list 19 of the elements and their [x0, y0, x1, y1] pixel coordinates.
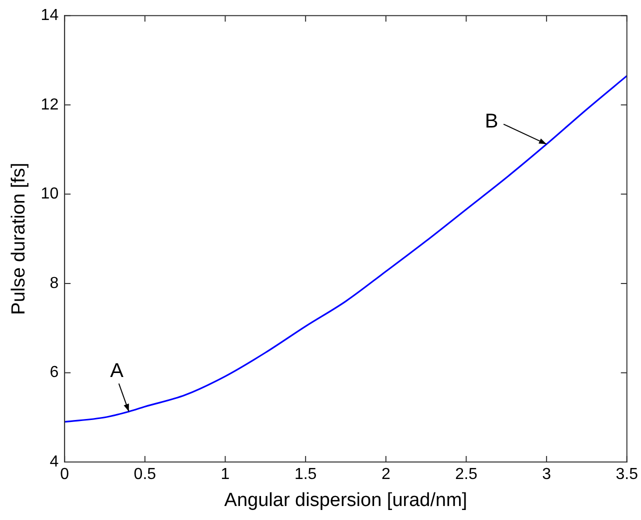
y-tick-label: 14: [40, 7, 59, 24]
x-tick-label: 1.5: [294, 466, 317, 484]
line-series: [64, 75, 627, 423]
x-axis-title: Angular dispersion [urad/nm]: [224, 490, 468, 511]
x-tick-label: 2: [381, 466, 390, 484]
x-tick-label: 2.5: [455, 466, 478, 484]
annotation: B: [484, 110, 498, 133]
y-tick-label: 6: [50, 364, 59, 382]
y-tick-label: 12: [40, 96, 59, 114]
x-tick-label: 3.5: [616, 466, 638, 484]
x-tick-label: 3: [542, 466, 552, 484]
y-tick-label: 8: [50, 274, 59, 292]
x-tick-label: 1: [220, 466, 230, 484]
y-tick-label: 4: [50, 453, 59, 470]
y-axis-title: Pulse duration [fs]: [8, 162, 30, 315]
x-tick-label: 0: [60, 466, 70, 484]
y-tick-label: 10: [40, 186, 59, 203]
annotation: A: [110, 360, 124, 382]
x-tick-label: 0.5: [134, 466, 156, 484]
